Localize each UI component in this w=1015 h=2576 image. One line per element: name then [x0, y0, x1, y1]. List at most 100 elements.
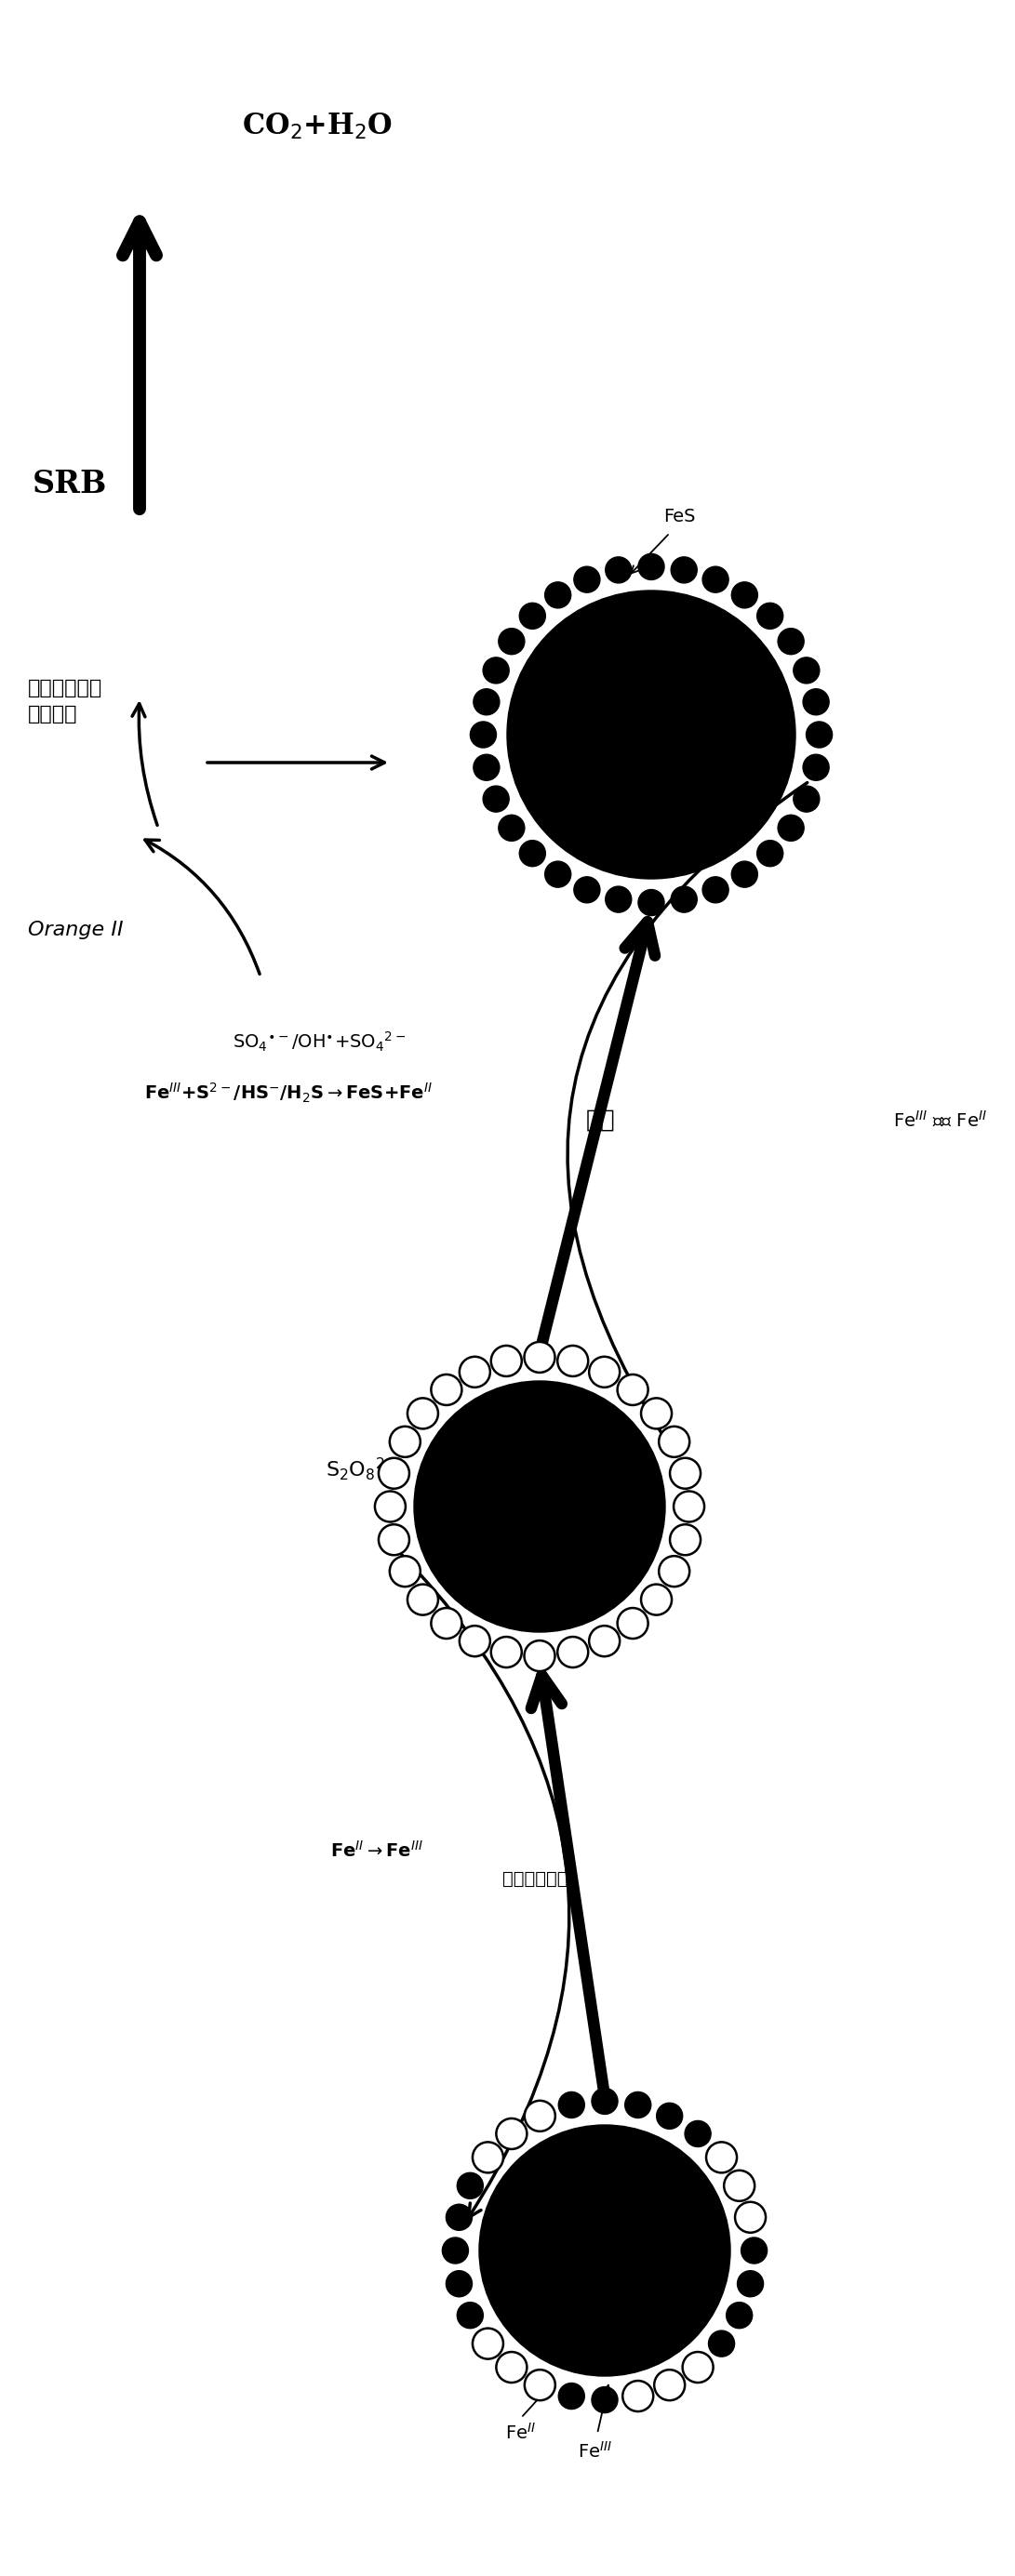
Circle shape: [638, 554, 664, 580]
Circle shape: [520, 840, 545, 866]
Circle shape: [498, 629, 525, 654]
Circle shape: [659, 1427, 689, 1458]
Circle shape: [431, 1607, 462, 1638]
Circle shape: [592, 2388, 618, 2414]
Circle shape: [473, 2143, 503, 2172]
Circle shape: [524, 1641, 555, 1672]
Circle shape: [794, 786, 819, 811]
Circle shape: [431, 1376, 462, 1404]
Circle shape: [557, 1345, 588, 1376]
Circle shape: [657, 2102, 682, 2128]
Circle shape: [671, 886, 697, 912]
Circle shape: [671, 556, 697, 582]
Text: S$_2$O$_8$$^{2-}$: S$_2$O$_8$$^{2-}$: [326, 1455, 400, 1484]
Text: Fe$^{II}$: Fe$^{II}$: [505, 2421, 536, 2442]
Circle shape: [473, 2329, 503, 2360]
Circle shape: [573, 876, 600, 902]
Circle shape: [706, 2143, 737, 2172]
Circle shape: [670, 1525, 700, 1556]
Ellipse shape: [414, 1381, 665, 1633]
Circle shape: [638, 889, 664, 914]
Circle shape: [483, 786, 510, 811]
Text: Orange II: Orange II: [27, 920, 124, 940]
Circle shape: [491, 1345, 522, 1376]
Circle shape: [702, 567, 729, 592]
Circle shape: [525, 2099, 555, 2130]
Circle shape: [375, 1492, 406, 1522]
Circle shape: [557, 1636, 588, 1667]
Circle shape: [473, 755, 499, 781]
Text: Fe$^{III}$: Fe$^{III}$: [579, 2442, 613, 2463]
Circle shape: [545, 582, 571, 608]
Circle shape: [446, 2205, 472, 2231]
Text: 再生: 再生: [586, 1108, 616, 1133]
Circle shape: [491, 1636, 522, 1667]
Circle shape: [390, 1427, 420, 1458]
Circle shape: [685, 2120, 710, 2146]
Ellipse shape: [508, 590, 796, 878]
Circle shape: [724, 2172, 755, 2200]
Circle shape: [524, 1342, 555, 1373]
Circle shape: [741, 2239, 767, 2264]
Circle shape: [625, 2092, 651, 2117]
Circle shape: [558, 2383, 585, 2409]
Circle shape: [457, 2172, 483, 2200]
Circle shape: [496, 2117, 527, 2148]
Circle shape: [702, 876, 729, 902]
Circle shape: [732, 582, 757, 608]
Circle shape: [407, 1584, 438, 1615]
Circle shape: [655, 2370, 685, 2401]
Circle shape: [727, 2303, 752, 2329]
Circle shape: [573, 567, 600, 592]
Circle shape: [443, 2239, 468, 2264]
Circle shape: [483, 657, 510, 683]
Circle shape: [670, 1458, 700, 1489]
Circle shape: [617, 1607, 649, 1638]
Circle shape: [708, 2331, 735, 2357]
Circle shape: [622, 2380, 654, 2411]
Circle shape: [757, 840, 784, 866]
Circle shape: [777, 814, 804, 840]
Circle shape: [589, 1358, 620, 1388]
Circle shape: [605, 556, 631, 582]
Circle shape: [732, 860, 757, 886]
Text: Fe$^{II}$$\rightarrow$Fe$^{III}$: Fe$^{II}$$\rightarrow$Fe$^{III}$: [331, 1839, 423, 1860]
Circle shape: [641, 1399, 672, 1430]
Circle shape: [525, 2370, 555, 2401]
Circle shape: [737, 2269, 763, 2298]
Circle shape: [545, 860, 571, 886]
Text: SRB: SRB: [32, 469, 108, 500]
Circle shape: [592, 2089, 618, 2115]
Circle shape: [460, 1358, 490, 1388]
Circle shape: [379, 1458, 409, 1489]
Text: 有毒的高级氧
化副产物: 有毒的高级氧 化副产物: [27, 680, 103, 724]
Circle shape: [641, 1584, 672, 1615]
Circle shape: [379, 1525, 409, 1556]
Circle shape: [794, 657, 819, 683]
Ellipse shape: [479, 2125, 731, 2375]
Text: FeS: FeS: [663, 507, 695, 526]
Circle shape: [446, 2269, 472, 2298]
Circle shape: [735, 2202, 765, 2233]
Circle shape: [473, 688, 499, 716]
Text: Fe$^{III}$+S$^{2-}$/HS$^{-}$/H$_2$S$\rightarrow$FeS+Fe$^{II}$: Fe$^{III}$+S$^{2-}$/HS$^{-}$/H$_2$S$\rig…: [144, 1082, 432, 1105]
Circle shape: [390, 1556, 420, 1587]
Text: Fe$^{III}$ 还原 Fe$^{II}$: Fe$^{III}$ 还原 Fe$^{II}$: [893, 1110, 988, 1131]
Circle shape: [674, 1492, 704, 1522]
Circle shape: [470, 721, 496, 747]
Circle shape: [605, 886, 631, 912]
Circle shape: [457, 2303, 483, 2329]
Circle shape: [460, 1625, 490, 1656]
Circle shape: [777, 629, 804, 654]
Circle shape: [757, 603, 784, 629]
Circle shape: [659, 1556, 689, 1587]
Text: SO$_4$$^{\bullet-}$/OH$^{\bullet}$+SO$_4$$^{2-}$: SO$_4$$^{\bullet-}$/OH$^{\bullet}$+SO$_4…: [232, 1030, 406, 1054]
Circle shape: [520, 603, 545, 629]
Circle shape: [407, 1399, 438, 1430]
Circle shape: [803, 755, 829, 781]
Text: CO$_2$+H$_2$O: CO$_2$+H$_2$O: [242, 111, 393, 142]
Circle shape: [498, 814, 525, 840]
Circle shape: [806, 721, 832, 747]
Circle shape: [496, 2352, 527, 2383]
Circle shape: [617, 1376, 649, 1404]
